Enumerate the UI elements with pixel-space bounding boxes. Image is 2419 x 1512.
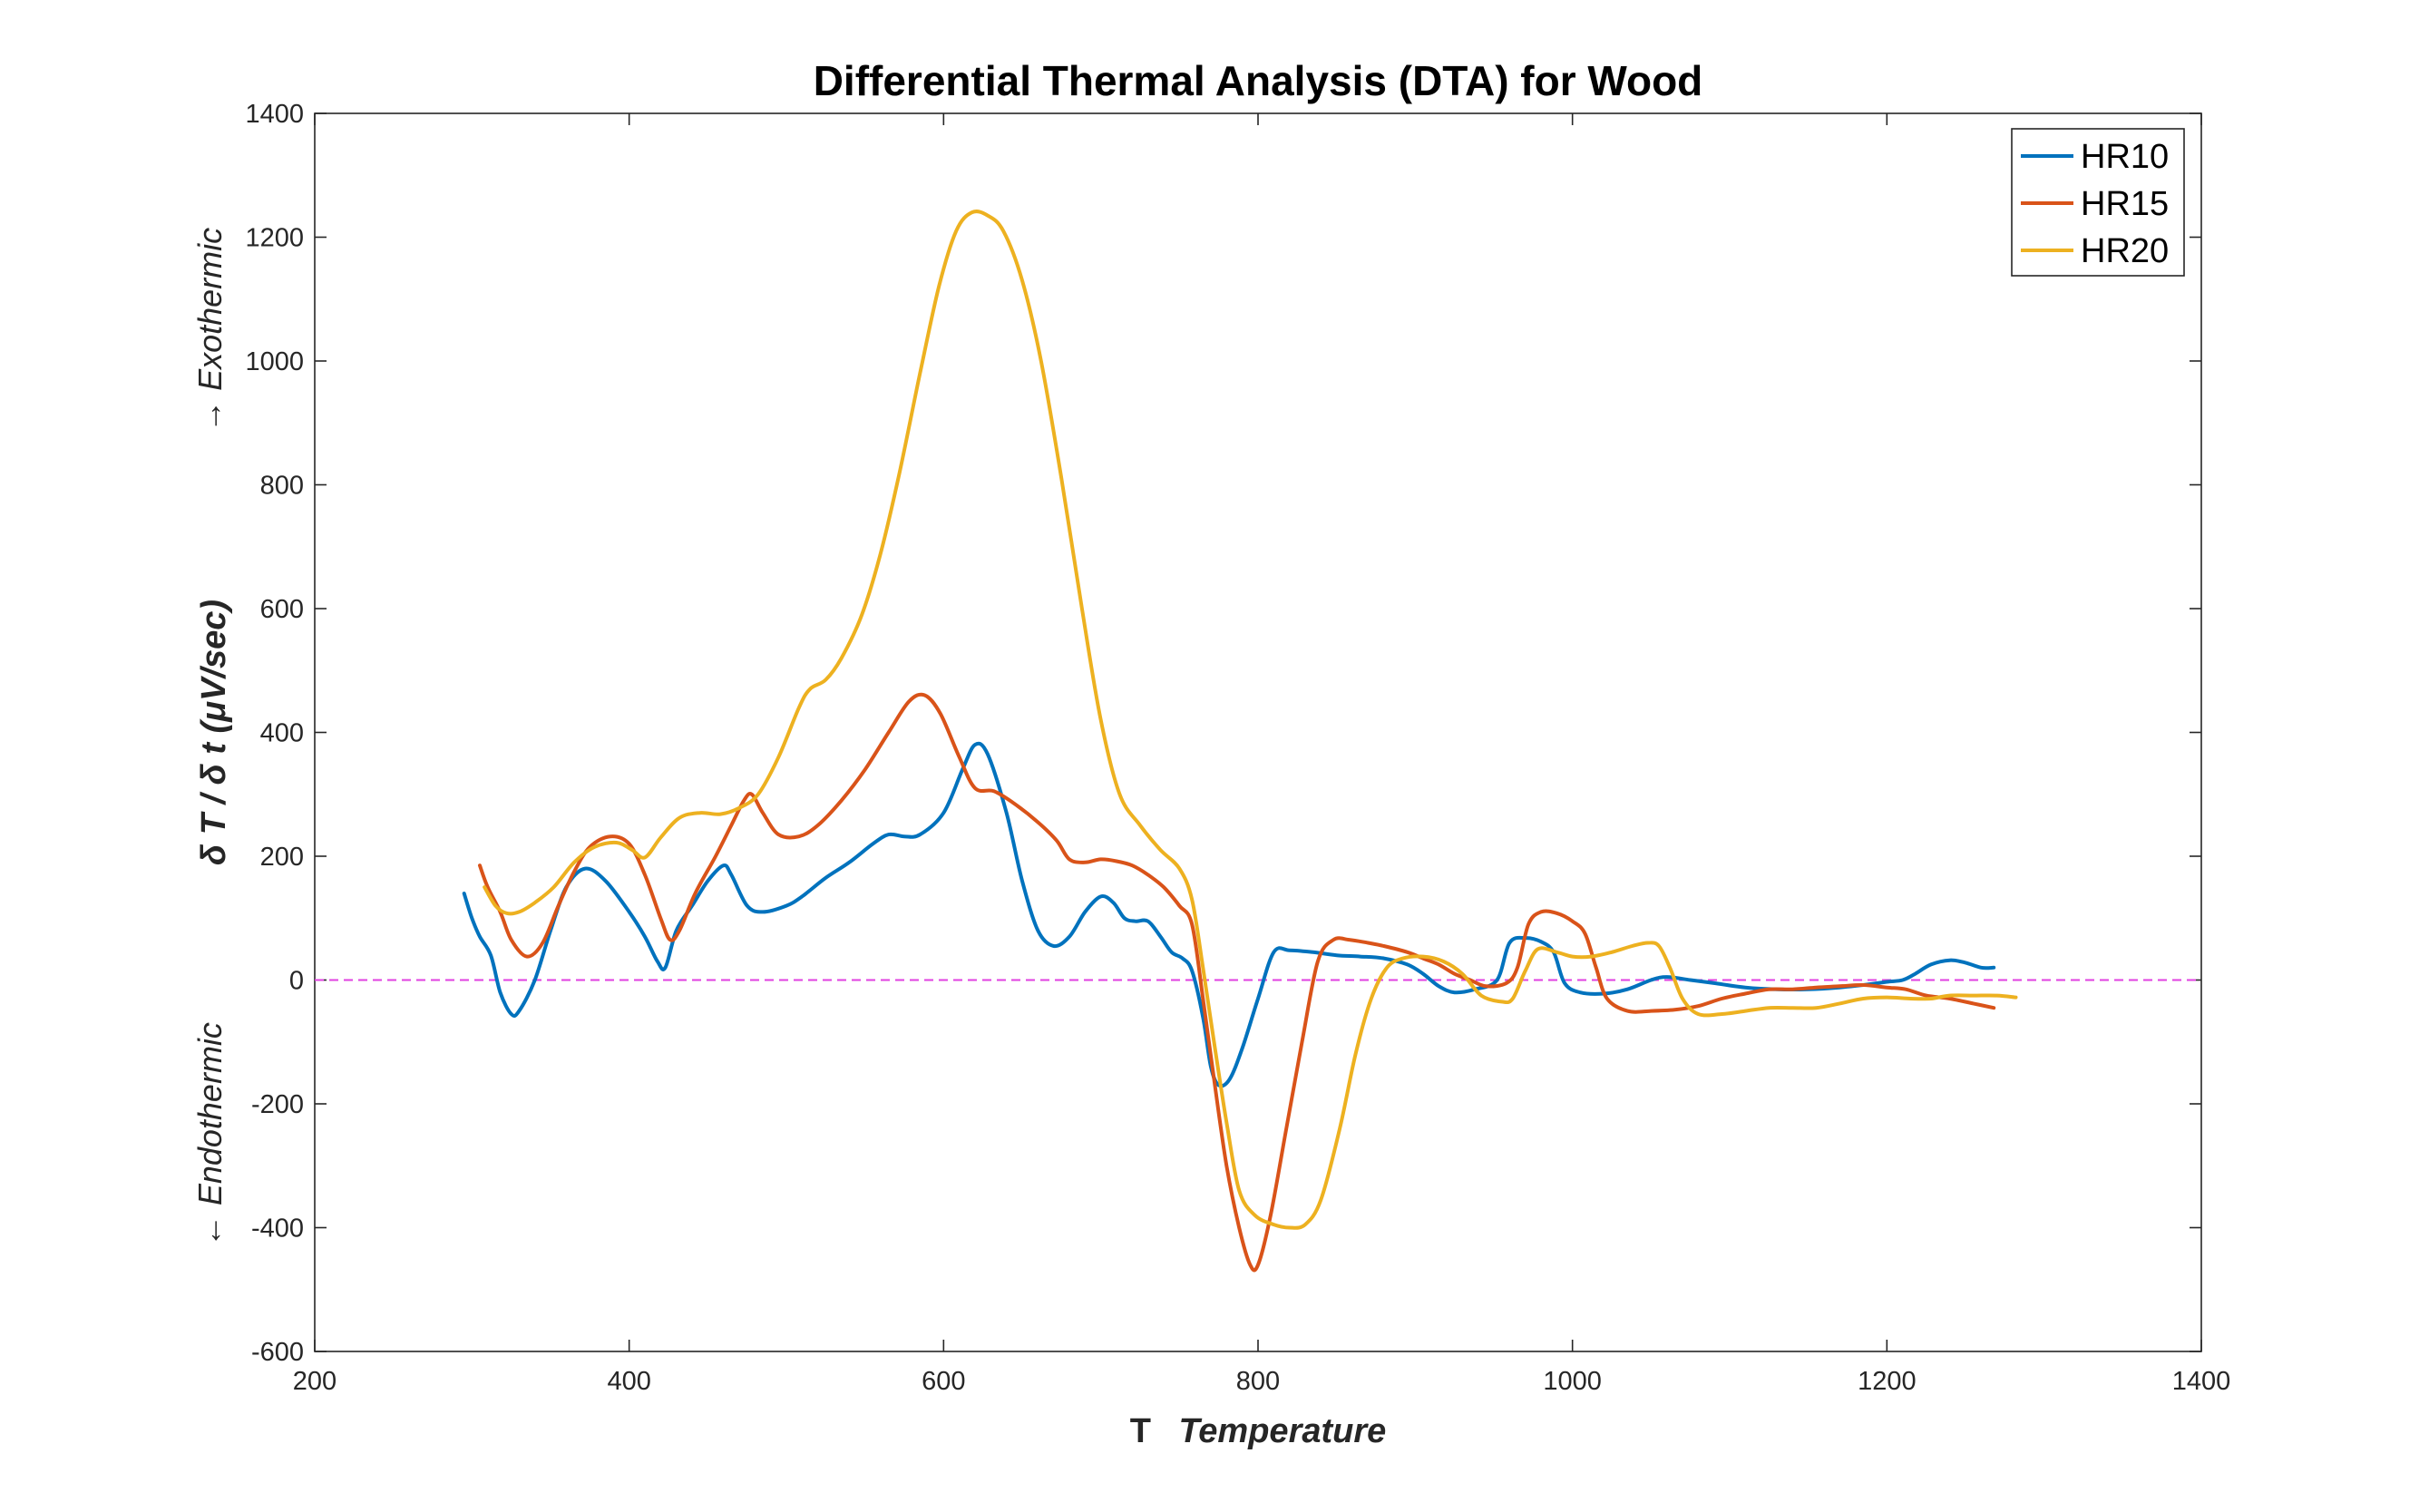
x-tick-label: 600 xyxy=(922,1367,965,1396)
y-tick-label: 800 xyxy=(260,472,304,501)
x-tick-label: 400 xyxy=(607,1367,650,1396)
x-tick-label: 200 xyxy=(293,1367,337,1396)
y-tick-label: 1200 xyxy=(245,224,304,253)
y-tick-label: -200 xyxy=(251,1090,304,1119)
y-tick-label: 1400 xyxy=(245,100,304,129)
plot-frame xyxy=(314,112,2202,1352)
axes: 200 400 600 800 1000 1200 1400 -600 -400 -200 0 200… xyxy=(245,100,2230,1396)
plot-series xyxy=(462,210,2018,1273)
chart-title: Differential Thermal Analysis (DTA) for … xyxy=(814,57,1703,104)
x-tick-label: 1200 xyxy=(1858,1367,1917,1396)
y-tick-label: 0 xyxy=(289,967,304,996)
y-tick-label: -400 xyxy=(251,1214,304,1244)
x-axis-label-prefix: T xyxy=(1130,1412,1151,1450)
series-line-hr15 xyxy=(478,692,1996,1273)
exothermic-label: → Exothermic xyxy=(191,228,229,433)
x-tick-label: 1000 xyxy=(1543,1367,1602,1396)
x-tick-label: 1400 xyxy=(2172,1367,2231,1396)
endothermic-label: ← Endothermic xyxy=(191,1022,229,1247)
legend-label: HR15 xyxy=(2081,185,2169,223)
axis-labels: T Temperature δ T / δ t (μV/sec) → Exoth… xyxy=(191,228,1386,1450)
legend: HR10 HR15 HR20 xyxy=(2011,128,2185,277)
legend-label: HR10 xyxy=(2081,138,2169,176)
y-tick-label: 400 xyxy=(260,719,304,748)
x-axis-label: T Temperature xyxy=(1130,1412,1387,1450)
y-tick-label: 200 xyxy=(260,843,304,872)
series-line-hr10 xyxy=(462,741,1996,1088)
legend-label: HR20 xyxy=(2081,232,2169,270)
series-line-hr20 xyxy=(483,210,2018,1230)
y-tick-label: 1000 xyxy=(245,347,304,376)
x-tick-label: 800 xyxy=(1236,1367,1280,1396)
y-tick-label: 600 xyxy=(260,595,304,624)
y-axis-label: δ T / δ t (μV/sec) xyxy=(195,600,233,865)
x-axis-label-main: Temperature xyxy=(1179,1412,1387,1450)
y-tick-label: -600 xyxy=(251,1338,304,1367)
